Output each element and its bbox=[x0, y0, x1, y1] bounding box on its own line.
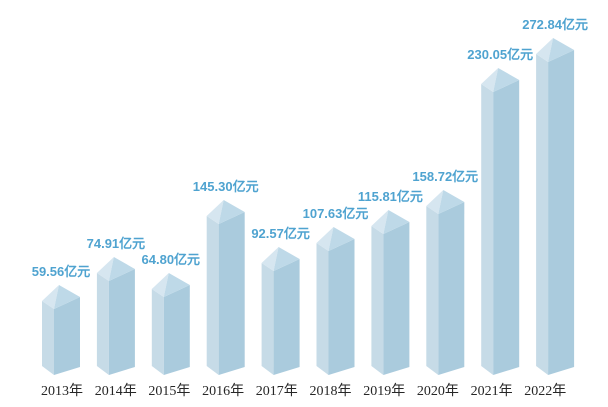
value-label-2020: 158.72亿元 bbox=[412, 169, 479, 184]
value-label-2014: 74.91亿元 bbox=[86, 236, 146, 251]
value-label-2017: 92.57亿元 bbox=[251, 226, 310, 241]
value-label-2015: 64.80亿元 bbox=[141, 252, 201, 267]
bar-2018 bbox=[316, 227, 355, 375]
year-label-2016: 2016年 bbox=[202, 384, 245, 399]
value-label-2013: 59.56亿元 bbox=[31, 264, 91, 279]
year-label-2015: 2015年 bbox=[148, 384, 191, 399]
bar-2021 bbox=[481, 68, 520, 375]
value-label-2016: 145.30亿元 bbox=[192, 179, 259, 194]
bar-2016 bbox=[206, 200, 245, 375]
value-label-2022: 272.84亿元 bbox=[522, 17, 588, 32]
value-label-2018: 107.63亿元 bbox=[302, 206, 369, 221]
year-label-2013: 2013年 bbox=[41, 384, 83, 399]
year-label-2022: 2022年 bbox=[524, 384, 567, 399]
bar-2020 bbox=[426, 190, 465, 375]
year-label-2018: 2018年 bbox=[309, 384, 352, 399]
value-label-2021: 230.05亿元 bbox=[467, 47, 534, 62]
bar-2022 bbox=[536, 38, 575, 375]
bar-2013 bbox=[42, 285, 80, 375]
year-label-2020: 2020年 bbox=[416, 384, 459, 399]
bar-2014 bbox=[96, 257, 135, 375]
year-label-2021: 2021年 bbox=[470, 384, 513, 399]
value-label-2019: 115.81亿元 bbox=[357, 189, 423, 204]
year-label-2019: 2019年 bbox=[363, 384, 406, 399]
bar-2015 bbox=[151, 273, 190, 375]
year-label-2017: 2017年 bbox=[255, 384, 298, 399]
bar-2019 bbox=[371, 210, 410, 375]
year-label-2014: 2014年 bbox=[94, 384, 137, 399]
bar-2017 bbox=[261, 247, 300, 375]
